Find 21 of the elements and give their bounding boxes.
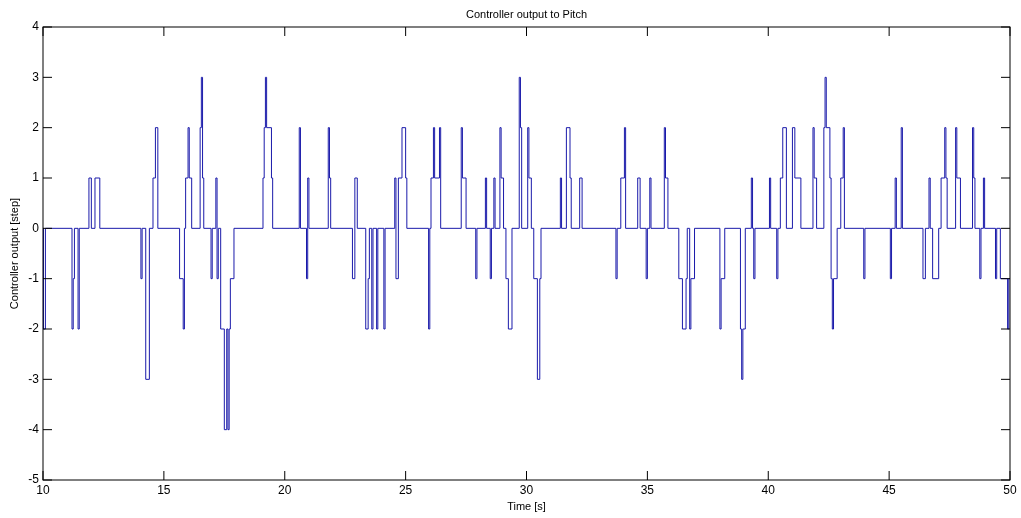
y-tick-label: 0 bbox=[32, 220, 40, 235]
x-tick-label: 15 bbox=[157, 483, 171, 497]
x-tick-label: 25 bbox=[398, 483, 413, 497]
y-tick-label: 4 bbox=[32, 19, 40, 34]
y-tick-label: -3 bbox=[28, 371, 40, 386]
y-tick-label: 3 bbox=[32, 69, 40, 84]
y-tick-label: -2 bbox=[28, 321, 40, 336]
x-tick-label: 50 bbox=[1003, 483, 1017, 497]
x-tick-label: 45 bbox=[882, 483, 897, 497]
y-tick-label: -1 bbox=[28, 270, 40, 285]
x-tick-label: 40 bbox=[761, 483, 776, 497]
chart-title: Controller output to Pitch bbox=[465, 8, 588, 20]
x-tick-label: 20 bbox=[278, 483, 292, 497]
y-tick-label: -4 bbox=[28, 421, 40, 436]
y-tick-label: 1 bbox=[32, 170, 40, 185]
y-tick-label: 2 bbox=[32, 119, 40, 134]
y-axis-title: Controller output [step] bbox=[8, 197, 20, 310]
x-tick-label: 10 bbox=[36, 483, 50, 497]
x-tick-label: 35 bbox=[640, 483, 655, 497]
x-axis-title: Time [s] bbox=[507, 500, 546, 512]
x-tick-label: 30 bbox=[519, 483, 534, 497]
